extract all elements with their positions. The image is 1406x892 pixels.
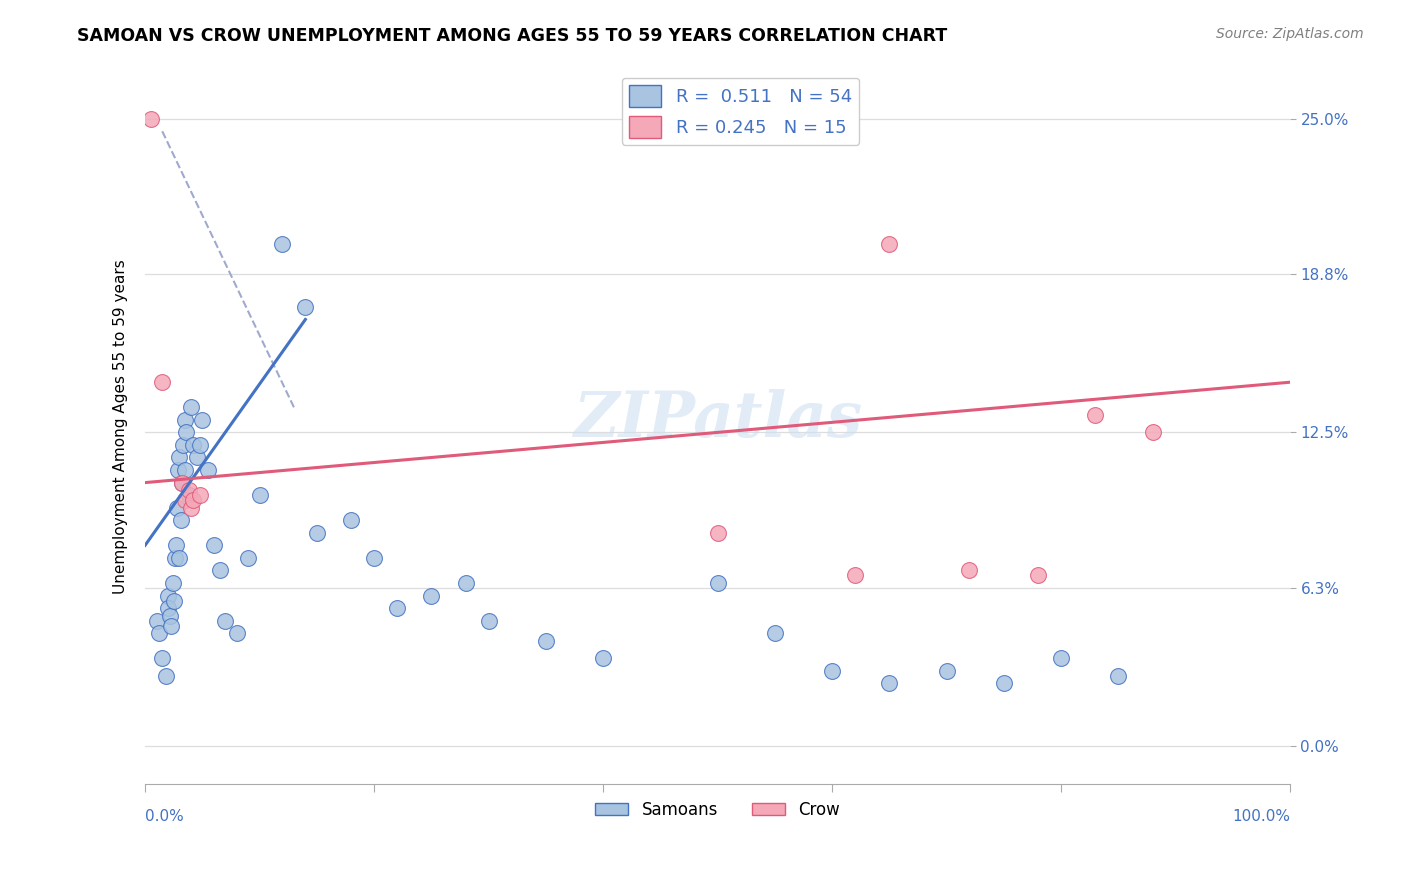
Point	[363, 550, 385, 565]
Point	[181, 493, 204, 508]
Point	[208, 563, 231, 577]
Point	[174, 413, 197, 427]
Point	[420, 589, 443, 603]
Point	[170, 475, 193, 490]
Point	[150, 651, 173, 665]
Point	[294, 300, 316, 314]
Point	[166, 500, 188, 515]
Point	[181, 438, 204, 452]
Legend: Samoans, Crow: Samoans, Crow	[589, 794, 846, 825]
Point	[169, 550, 191, 565]
Point	[188, 488, 211, 502]
Point	[236, 550, 259, 565]
Point	[139, 112, 162, 126]
Point	[170, 475, 193, 490]
Point	[155, 669, 177, 683]
Point	[214, 614, 236, 628]
Point	[172, 438, 194, 452]
Point	[385, 601, 408, 615]
Point	[197, 463, 219, 477]
Point	[163, 593, 186, 607]
Point	[879, 676, 901, 690]
Point	[163, 550, 186, 565]
Point	[191, 413, 214, 427]
Point	[1026, 568, 1049, 582]
Point	[145, 614, 167, 628]
Point	[180, 401, 202, 415]
Point	[174, 493, 197, 508]
Point	[225, 626, 247, 640]
Point	[477, 614, 499, 628]
Point	[186, 450, 208, 465]
Point	[305, 525, 328, 540]
Y-axis label: Unemployment Among Ages 55 to 59 years: Unemployment Among Ages 55 to 59 years	[114, 259, 128, 593]
Point	[148, 626, 170, 640]
Point	[1107, 669, 1129, 683]
Point	[959, 563, 981, 577]
Point	[763, 626, 786, 640]
Point	[1142, 425, 1164, 440]
Point	[879, 237, 901, 252]
Point	[935, 664, 957, 678]
Point	[271, 237, 294, 252]
Point	[165, 538, 187, 552]
Point	[534, 633, 557, 648]
Point	[993, 676, 1015, 690]
Point	[844, 568, 866, 582]
Point	[174, 463, 197, 477]
Text: 100.0%: 100.0%	[1232, 809, 1291, 824]
Point	[180, 500, 202, 515]
Point	[249, 488, 271, 502]
Point	[150, 375, 173, 389]
Point	[169, 450, 191, 465]
Text: ZIPatlas: ZIPatlas	[574, 389, 862, 450]
Point	[340, 513, 363, 527]
Point	[592, 651, 614, 665]
Point	[176, 425, 198, 440]
Point	[159, 608, 181, 623]
Point	[177, 488, 200, 502]
Point	[1084, 408, 1107, 422]
Point	[177, 483, 200, 497]
Point	[156, 589, 179, 603]
Text: Source: ZipAtlas.com: Source: ZipAtlas.com	[1216, 27, 1364, 41]
Point	[160, 618, 183, 632]
Text: 0.0%: 0.0%	[145, 809, 184, 824]
Point	[454, 576, 477, 591]
Point	[706, 525, 728, 540]
Text: SAMOAN VS CROW UNEMPLOYMENT AMONG AGES 55 TO 59 YEARS CORRELATION CHART: SAMOAN VS CROW UNEMPLOYMENT AMONG AGES 5…	[77, 27, 948, 45]
Point	[156, 601, 179, 615]
Point	[1050, 651, 1073, 665]
Point	[706, 576, 728, 591]
Point	[202, 538, 225, 552]
Point	[169, 513, 191, 527]
Point	[167, 463, 190, 477]
Point	[821, 664, 844, 678]
Point	[188, 438, 211, 452]
Point	[162, 576, 184, 591]
